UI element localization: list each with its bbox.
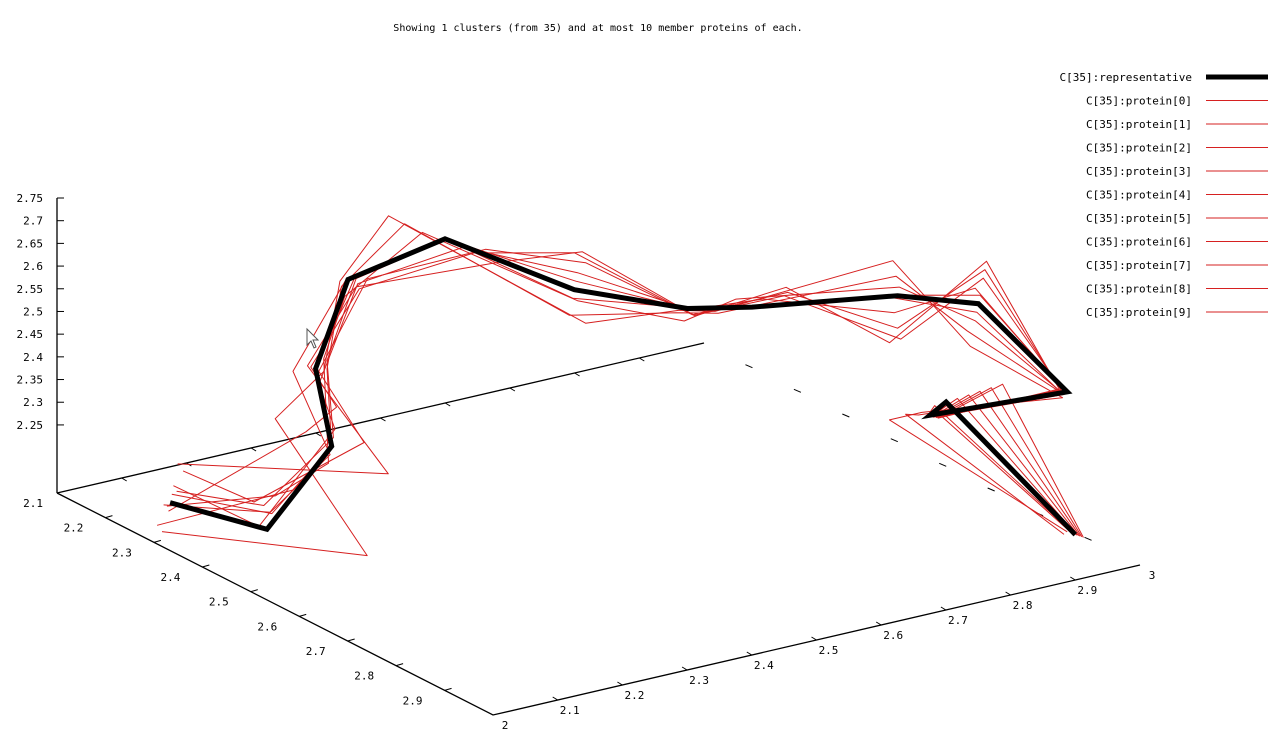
left-axis-tick-mark bbox=[444, 687, 452, 691]
left-axis-tick-label: 2.6 bbox=[257, 620, 277, 633]
left-axis-back-tick bbox=[745, 364, 753, 369]
right-axis-tick-label: 2.2 bbox=[624, 689, 644, 702]
right-axis-tick-label: 2.7 bbox=[948, 614, 968, 627]
right-axis-tick-mark bbox=[940, 606, 947, 611]
left-axis-tick-mark bbox=[250, 589, 258, 593]
right-axis-tick-label: 2.1 bbox=[560, 704, 580, 717]
left-axis-tick-mark bbox=[347, 638, 355, 642]
protein-series-lines bbox=[156, 215, 1084, 557]
left-axis-tick-mark bbox=[395, 663, 404, 667]
right-axis-back-tick bbox=[509, 387, 516, 392]
right-axis-back-tick bbox=[315, 432, 322, 437]
left-axis-back-tick bbox=[842, 413, 850, 418]
right-axis-tick-label: 2 bbox=[502, 719, 509, 732]
right-axis-tick-label: 2.5 bbox=[819, 644, 839, 657]
right-axis-tick-mark bbox=[875, 621, 882, 626]
right-axis-back-tick bbox=[380, 417, 386, 422]
protein-1-line bbox=[166, 231, 1073, 534]
protein-0-line bbox=[173, 246, 1079, 537]
legend-label: C[35]:protein[3] bbox=[1086, 165, 1192, 178]
right-axis-tick-mark bbox=[617, 681, 623, 686]
z-tick-label: 2.65 bbox=[17, 237, 44, 250]
left-axis-back-tick bbox=[890, 438, 898, 443]
legend-label: C[35]:protein[8] bbox=[1086, 283, 1192, 296]
left-axis-back-tick bbox=[939, 462, 947, 467]
right-axis-tick-label: 2.9 bbox=[1077, 584, 1097, 597]
right-axis-back-tick bbox=[121, 477, 127, 482]
protein-4-line bbox=[176, 238, 1078, 536]
right-axis-tick-mark bbox=[1005, 591, 1011, 596]
right-axis-tick-label: 3 bbox=[1149, 569, 1156, 582]
right-axis-tick-mark bbox=[681, 666, 688, 671]
z-tick-label: 2.55 bbox=[17, 283, 44, 296]
left-axis-tick-mark bbox=[105, 515, 113, 519]
right-axis-tick-mark bbox=[1070, 576, 1076, 581]
protein-6-line bbox=[182, 248, 1083, 538]
z-tick-label: 2.3 bbox=[23, 396, 43, 409]
left-axis-tick-label: 2.8 bbox=[354, 670, 374, 683]
left-axis-tick-mark bbox=[299, 613, 307, 617]
right-axis-tick-mark bbox=[552, 696, 558, 701]
legend-label: C[35]:protein[5] bbox=[1086, 212, 1192, 225]
right-axis-tick-label: 2.8 bbox=[1013, 599, 1033, 612]
protein-8-line bbox=[171, 238, 1076, 535]
right-axis-back-tick bbox=[574, 372, 580, 377]
protein-7-line bbox=[156, 223, 1065, 535]
left-axis-tick-label: 2.7 bbox=[306, 645, 326, 658]
legend-label: C[35]:protein[4] bbox=[1086, 189, 1192, 202]
right-axis-tick-label: 2.4 bbox=[754, 659, 774, 672]
representative-line bbox=[169, 236, 1078, 537]
z-tick-label: 2.45 bbox=[17, 328, 44, 341]
axes-frame bbox=[56, 198, 1141, 716]
chart-title: Showing 1 clusters (from 35) and at most… bbox=[393, 23, 802, 34]
left-axis-tick-label: 2.5 bbox=[209, 596, 229, 609]
left-axis-back-tick bbox=[793, 388, 802, 393]
legend-label: C[35]:protein[6] bbox=[1086, 236, 1192, 249]
z-tick-label: 2.7 bbox=[23, 215, 43, 228]
left-axis-tick-mark bbox=[202, 564, 210, 568]
left-axis-tick-label: 2.9 bbox=[403, 694, 423, 707]
legend-label: C[35]:protein[9] bbox=[1086, 306, 1192, 319]
legend: C[35]:representative C[35]:protein[0] C[35… bbox=[1060, 71, 1268, 319]
legend-label: C[35]:protein[1] bbox=[1086, 118, 1192, 131]
z-tick-label: 2.4 bbox=[23, 351, 43, 364]
legend-label: C[35]:representative bbox=[1060, 71, 1192, 84]
z-tick-label: 2.75 bbox=[17, 192, 44, 205]
z-tick-label: 2.5 bbox=[23, 305, 43, 318]
right-axis-tick-mark bbox=[811, 636, 817, 641]
right-axis-back-tick bbox=[250, 447, 257, 452]
z-tick-label: 2.1 bbox=[23, 497, 43, 510]
right-axis-tick-label: 2.3 bbox=[689, 674, 709, 687]
z-tick-label: 2.6 bbox=[23, 260, 43, 273]
right-axis-tick-mark bbox=[746, 651, 753, 656]
right-axis-back-tick bbox=[639, 357, 645, 362]
z-tick-label: 2.25 bbox=[17, 419, 44, 432]
axis-ticks: 2.75 2.7 2.65 2.6 2.55 2.5 2.45 2.4 2.35 2.3 2.25 2… bbox=[17, 192, 1156, 732]
protein-3-line bbox=[161, 215, 1068, 557]
left-axis-tick-mark bbox=[153, 539, 162, 543]
left-axis-tick-label: 2.4 bbox=[160, 571, 180, 584]
legend-label: C[35]:protein[2] bbox=[1086, 142, 1192, 155]
left-axis-back-tick bbox=[987, 487, 995, 492]
right-axis-back-tick bbox=[444, 402, 451, 407]
legend-label: C[35]:protein[0] bbox=[1086, 95, 1192, 108]
left-axis-back-tick bbox=[1084, 536, 1092, 541]
legend-label: C[35]:protein[7] bbox=[1086, 259, 1192, 272]
z-tick-label: 2.35 bbox=[17, 374, 44, 387]
left-axis-tick-label: 2.2 bbox=[64, 522, 84, 535]
right-axis-tick-label: 2.6 bbox=[883, 629, 903, 642]
left-axis-tick-label: 2.3 bbox=[112, 546, 132, 559]
representative-series bbox=[169, 236, 1078, 537]
mouse-cursor-icon bbox=[306, 327, 320, 349]
